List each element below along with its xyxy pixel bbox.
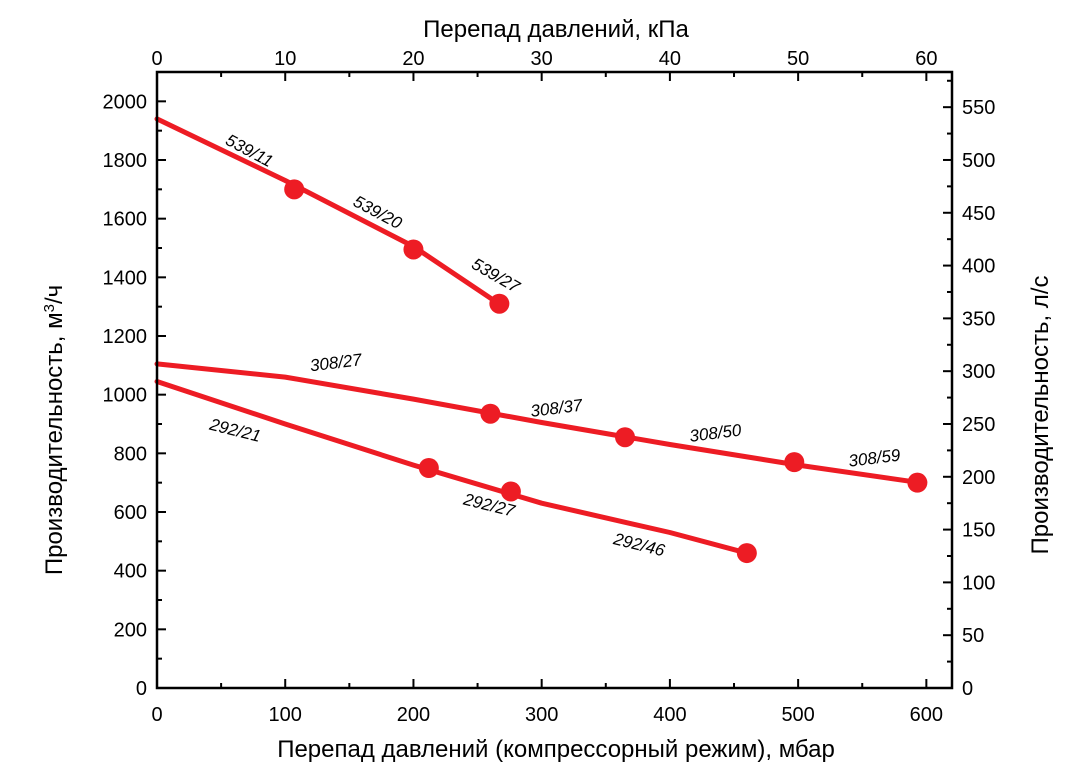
bottom-tick-label: 200 [397, 704, 430, 726]
left-tick-label: 0 [136, 678, 147, 700]
point-label: 308/27 [309, 350, 363, 375]
right-tick-label: 150 [962, 520, 995, 542]
left-tick-label: 1200 [103, 326, 148, 348]
series-line [154, 379, 750, 556]
left-axis-title-tail: /ч [41, 285, 68, 304]
top-axis-title: Перепад давлений, кПа [423, 16, 689, 43]
bottom-tick-label: 300 [525, 704, 558, 726]
left-tick-label: 2000 [103, 91, 148, 113]
right-tick-label: 0 [962, 678, 973, 700]
data-point [480, 403, 501, 424]
series-line [154, 361, 923, 486]
data-point [489, 293, 510, 314]
data-point [907, 472, 928, 493]
point-label: 292/46 [611, 529, 668, 560]
data-point [736, 543, 757, 564]
bottom-tick-label: 600 [910, 704, 943, 726]
series-line [154, 116, 506, 310]
data-point [784, 452, 805, 473]
right-tick-label: 200 [962, 467, 995, 489]
bottom-tick-label: 0 [151, 704, 162, 726]
bottom-axis-title: Перепад давлений (компрессорный режим), … [277, 736, 835, 763]
left-axis-title-main: Производительность, м [41, 312, 68, 575]
left-tick-label: 1800 [103, 150, 148, 172]
right-tick-label: 550 [962, 97, 995, 119]
right-tick-label: 50 [962, 625, 984, 647]
point-label: 308/37 [529, 396, 583, 421]
right-tick-label: 350 [962, 308, 995, 330]
right-tick-label: 250 [962, 414, 995, 436]
right-tick-label: 300 [962, 361, 995, 383]
left-tick-label: 600 [114, 502, 147, 524]
bottom-tick-label: 100 [269, 704, 302, 726]
top-tick-label: 40 [659, 48, 681, 70]
data-point [500, 481, 521, 502]
data-point [284, 179, 305, 200]
top-tick-label: 50 [787, 48, 809, 70]
right-tick-label: 450 [962, 203, 995, 225]
left-tick-label: 1600 [103, 209, 148, 231]
right-tick-label: 100 [962, 572, 995, 594]
bottom-tick-label: 500 [781, 704, 814, 726]
right-axis-title: Производительность, л/с [1027, 276, 1054, 555]
left-tick-label: 200 [114, 619, 147, 641]
point-label: 308/50 [688, 421, 742, 446]
plot-frame [155, 70, 954, 690]
point-label: 292/21 [207, 415, 263, 446]
top-tick-label: 20 [402, 48, 424, 70]
data-point [615, 427, 636, 448]
right-tick-label: 500 [962, 150, 995, 172]
left-tick-label: 1000 [103, 385, 148, 407]
left-tick-label: 1400 [103, 267, 148, 289]
data-point [418, 458, 439, 478]
top-tick-label: 30 [531, 48, 553, 70]
right-tick-label: 400 [962, 256, 995, 278]
bottom-tick-label: 400 [653, 704, 686, 726]
top-tick-label: 10 [274, 48, 296, 70]
left-axis-title-sup: 3 [41, 304, 58, 312]
left-tick-label: 400 [114, 561, 147, 583]
data-point [403, 239, 424, 260]
point-label: 308/59 [847, 445, 901, 470]
top-tick-label: 0 [151, 48, 162, 70]
top-tick-label: 60 [915, 48, 937, 70]
left-tick-label: 800 [114, 443, 147, 465]
left-axis-title: Производительность, м3/ч [41, 285, 69, 575]
